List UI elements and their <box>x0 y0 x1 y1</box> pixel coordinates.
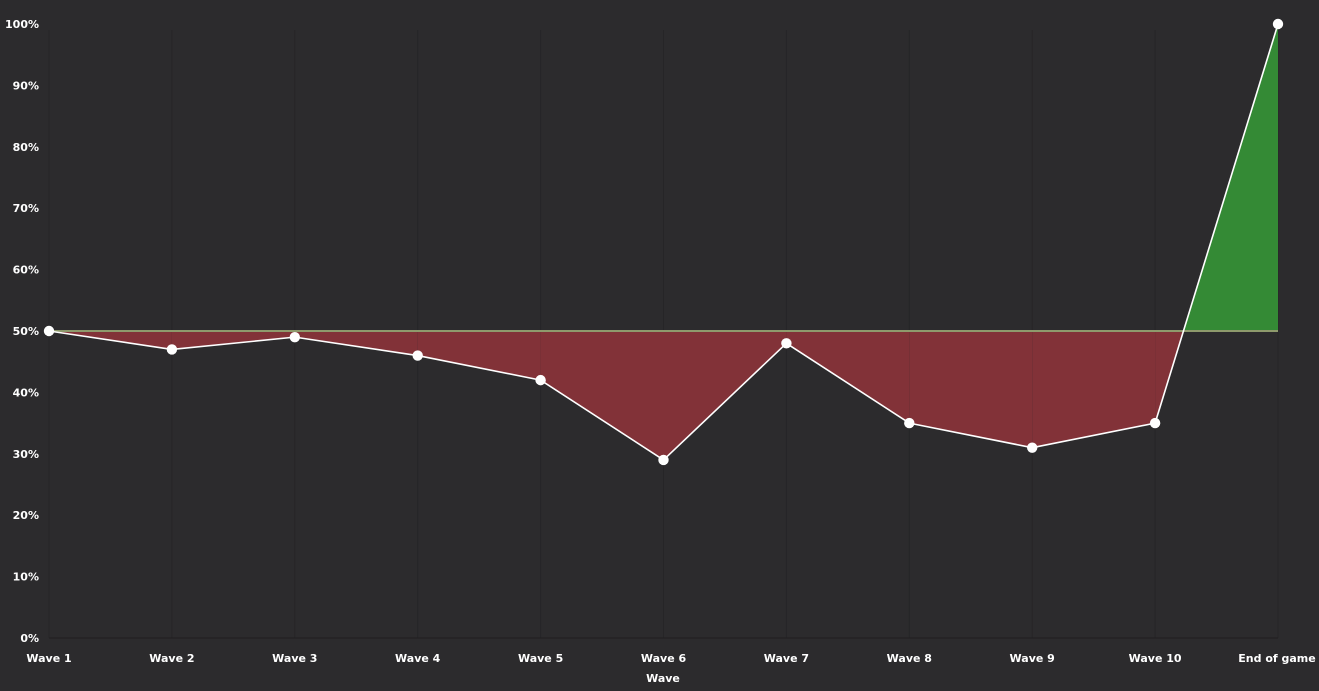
y-tick-label: 100% <box>5 18 39 31</box>
area-below-baseline <box>909 331 1033 448</box>
area-below-baseline <box>294 331 418 356</box>
area-below-baseline <box>663 331 787 460</box>
y-tick-label: 40% <box>13 386 39 399</box>
area-below-baseline <box>171 331 295 350</box>
y-tick-label: 20% <box>13 509 39 522</box>
x-tick-label: Wave 4 <box>395 652 441 665</box>
y-tick-label: 30% <box>13 448 39 461</box>
x-axis-title: Wave <box>646 672 680 685</box>
data-point <box>781 338 792 349</box>
data-point <box>1149 417 1161 429</box>
x-tick-label: Wave 3 <box>272 652 317 665</box>
x-tick-label: Wave 9 <box>1010 652 1055 665</box>
y-tick-label: 50% <box>13 325 39 338</box>
data-point <box>1272 18 1284 30</box>
x-tick-label: End of game <box>1238 652 1315 665</box>
area-below-baseline <box>786 331 910 424</box>
data-point <box>412 350 423 361</box>
y-tick-label: 90% <box>13 79 39 92</box>
x-tick-label: Wave 8 <box>887 652 932 665</box>
area-below-baseline <box>540 331 664 460</box>
y-tick-label: 10% <box>13 571 39 584</box>
x-tick-label: Wave 6 <box>641 652 687 665</box>
y-tick-label: 60% <box>13 264 39 277</box>
y-tick-label: 70% <box>13 202 39 215</box>
data-point <box>904 417 915 429</box>
point-layer <box>43 18 1284 466</box>
x-tick-label: Wave 2 <box>149 652 194 665</box>
y-axis-ticks: 0% 10% 20% 30% 40% 50% 60% 70% 80% 90% 100% <box>5 18 39 645</box>
data-point <box>658 454 669 466</box>
data-point <box>289 331 300 343</box>
data-point <box>1027 442 1038 453</box>
x-tick-label: Wave 7 <box>764 652 809 665</box>
area-below-baseline <box>1032 331 1156 448</box>
y-tick-label: 0% <box>20 632 39 645</box>
x-tick-label: Wave 5 <box>518 652 563 665</box>
data-point <box>43 325 55 337</box>
y-tick-label: 80% <box>13 141 39 154</box>
x-tick-label: Wave 10 <box>1129 652 1182 665</box>
data-point <box>166 344 178 355</box>
x-tick-label: Wave 1 <box>26 652 71 665</box>
data-point <box>535 374 546 386</box>
x-axis-ticks: Wave 1 Wave 2 Wave 3 Wave 4 Wave 5 Wave 6 Wave… <box>26 652 1315 665</box>
area-below-baseline <box>417 331 541 381</box>
